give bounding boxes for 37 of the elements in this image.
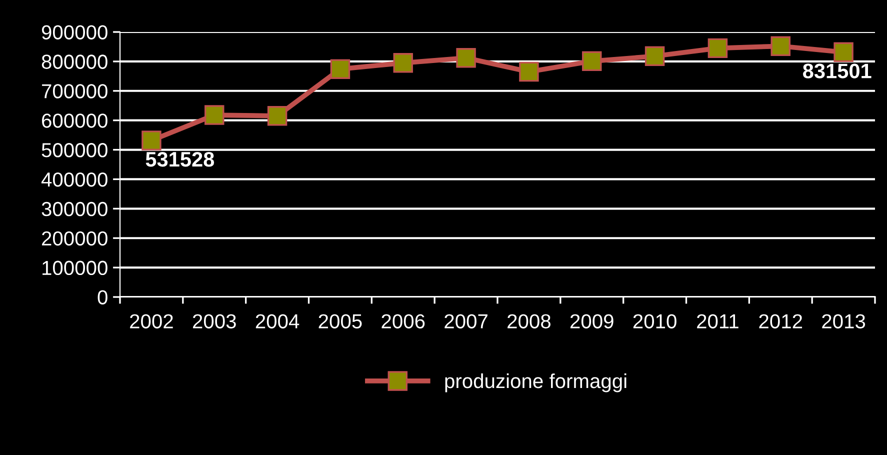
y-tick-label: 400000: [41, 172, 108, 187]
x-tick-label: 2007: [444, 314, 488, 328]
point: [456, 48, 476, 68]
y-tick-label: 900000: [42, 25, 108, 40]
x-tick-label: 2009: [570, 314, 614, 328]
point: [770, 36, 790, 56]
x-tick-label: 2003: [192, 314, 236, 328]
x-tick-label: 2006: [382, 314, 425, 328]
x-tick-label: 2005: [318, 314, 362, 328]
point: [582, 51, 602, 72]
point: [330, 59, 350, 79]
y-tick-label: 500000: [42, 143, 108, 158]
y-tick-label: 300000: [42, 202, 108, 216]
point: [834, 42, 854, 62]
x-tick-label: 2004: [256, 314, 300, 328]
point: [267, 106, 288, 126]
x-tick-label: 2012: [759, 314, 802, 328]
point: [644, 46, 665, 66]
point: [519, 62, 539, 82]
point: [142, 130, 162, 150]
y-tick-label: 800000: [42, 54, 108, 69]
point: [204, 105, 224, 125]
y-tick-label: 100000: [42, 260, 108, 276]
data-label: 831501: [803, 64, 872, 78]
y-tick-label: 600000: [42, 114, 108, 128]
y-tick-label: 700000: [42, 84, 108, 98]
x-tick-label: 2011: [697, 314, 738, 328]
x-tick-label: 2013: [822, 314, 866, 328]
x-tick-label: 2002: [130, 314, 173, 328]
data-label: 531528: [146, 152, 214, 167]
point: [708, 38, 728, 58]
x-tick-label: 2008: [508, 314, 550, 328]
y-tick-label: 0: [98, 290, 108, 304]
y-tick-label: 200000: [42, 231, 108, 246]
legend-label: produzione formaggi: [445, 373, 626, 392]
x-tick-label: 2010: [633, 314, 676, 328]
point: [393, 53, 413, 73]
